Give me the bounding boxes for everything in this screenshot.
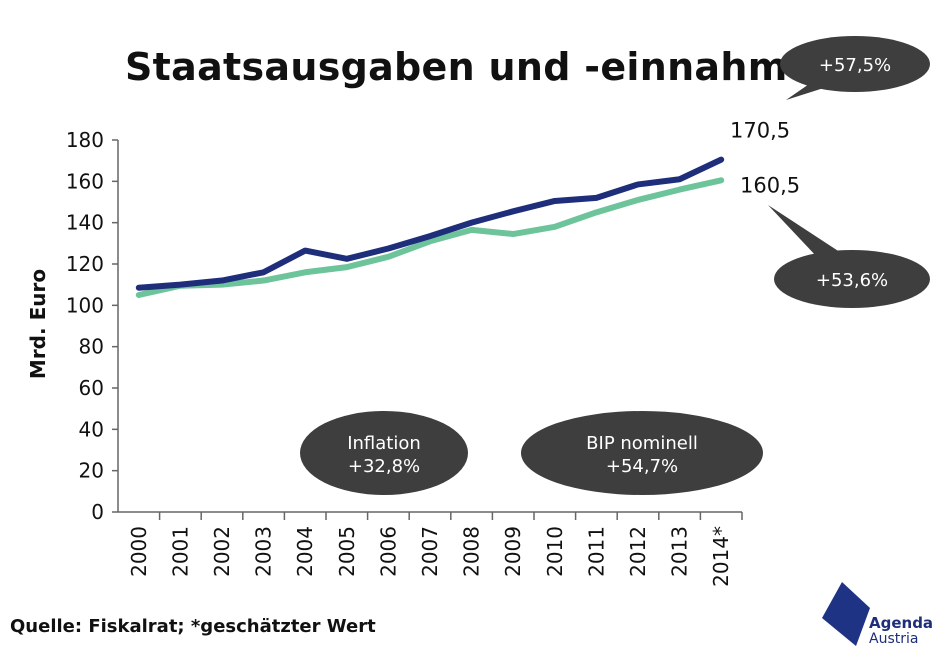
axes: 0 20 40 60 80 100 120 140 160 180 2000 2001 2002 2003…	[66, 128, 743, 587]
bubble-einnahmen-growth	[774, 250, 930, 308]
x-tick-label: 2010	[543, 526, 567, 577]
end-label-ausgaben: 170,5	[730, 119, 790, 143]
y-tick-label: 60	[79, 376, 104, 400]
x-tick-label: 2012	[626, 526, 650, 577]
bubble-text-einnahmen-growth: +53,6%	[816, 270, 888, 291]
y-tick-label: 180	[66, 128, 104, 152]
x-tick-label: 2004	[293, 526, 317, 577]
logo-shape-icon	[822, 582, 870, 646]
x-tick-label: 2008	[460, 526, 484, 577]
bubble-text-bip-value: +54,7%	[606, 456, 678, 477]
y-tick-label: 160	[66, 169, 104, 193]
logo-text-agenda: Agenda	[869, 614, 934, 632]
x-tick-label: 2007	[418, 526, 442, 577]
x-tick-label: 2003	[252, 526, 276, 577]
y-tick-label: 0	[91, 500, 104, 524]
x-tick-label: 2011	[584, 526, 608, 577]
bubble-tail-einnahmen	[768, 205, 852, 260]
x-tick-label: 2013	[668, 526, 692, 577]
x-tick-label: 2000	[127, 526, 151, 577]
series-line-einnahmen	[135, 177, 725, 298]
agenda-austria-logo	[822, 582, 870, 646]
y-tick-label: 100	[66, 293, 104, 317]
bubble-text-inflation-label: Inflation	[347, 433, 421, 454]
x-tick-label: 2014*	[709, 526, 733, 587]
annotation-bubbles: +57,5% +53,6% Inflation+32,8% BIP nominell+…	[300, 36, 930, 495]
x-tick-label: 2001	[168, 526, 192, 577]
source-note: Quelle: Fiskalrat; *geschätzter Wert	[10, 616, 376, 637]
bubble-text-ausgaben-growth: +57,5%	[819, 55, 891, 76]
bubble-inflation	[300, 411, 468, 495]
y-tick-label: 140	[66, 211, 104, 235]
bubble-text-bip-label: BIP nominell	[586, 433, 698, 454]
bubble-text-inflation-value: +32,8%	[348, 456, 420, 477]
y-tick-label: 40	[79, 417, 104, 441]
x-tick-label: 2005	[335, 526, 359, 577]
bubble-ausgaben-growth	[780, 36, 930, 92]
chart-title: Staatsausgaben und -einnahmen	[125, 45, 842, 89]
x-tick-label: 2006	[376, 526, 400, 577]
series-line-ausgaben	[135, 156, 725, 291]
x-tick-label: 2002	[210, 526, 234, 577]
series-lines: 170,5 160,5	[135, 119, 800, 298]
y-tick-label: 20	[79, 459, 104, 483]
bubble-bip	[521, 411, 763, 495]
logo-text-austria: Austria	[869, 631, 919, 647]
y-tick-label: 80	[79, 335, 104, 359]
y-tick-label: 120	[66, 252, 104, 276]
end-label-einnahmen: 160,5	[740, 173, 800, 197]
x-tick-label: 2009	[501, 526, 525, 577]
